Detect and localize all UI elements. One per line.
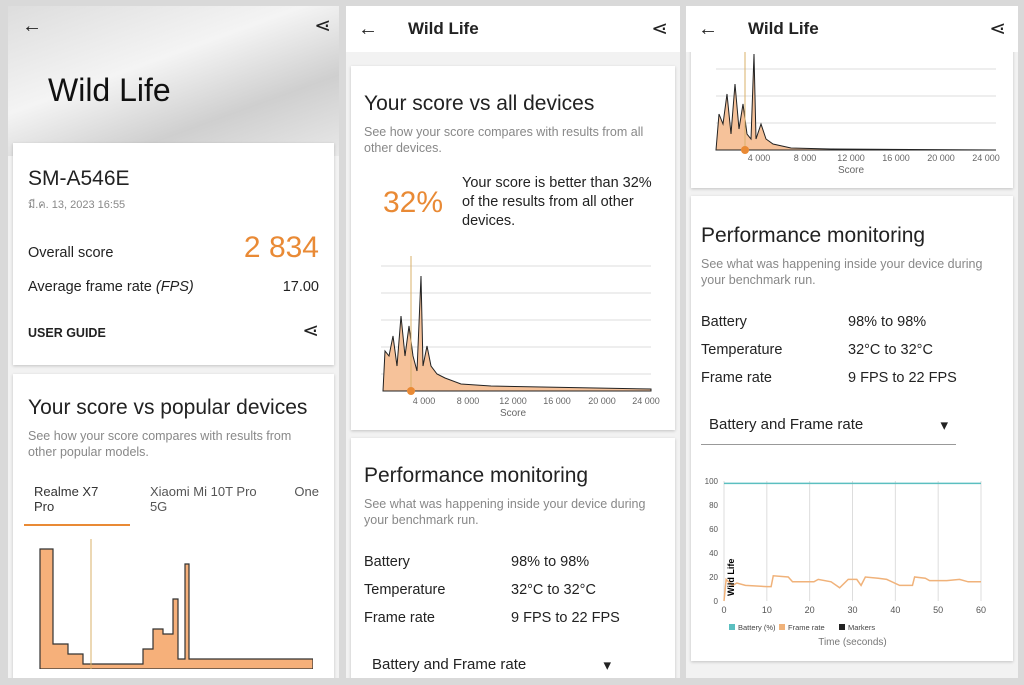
fps-value: 17.00 xyxy=(282,279,319,295)
x-tick: 24 000 xyxy=(972,153,1000,163)
section-title: Performance monitoring xyxy=(701,224,926,247)
x-tick: 24 000 xyxy=(632,396,660,406)
legend-item: Battery (%) xyxy=(738,623,776,632)
x-axis-label: Score xyxy=(500,408,527,416)
y-tick: 80 xyxy=(709,501,718,510)
arrow-left-icon[interactable]: ← xyxy=(358,18,378,40)
top-bar: ← Wild Life ⋖ xyxy=(686,6,1018,52)
legend-item: Frame rate xyxy=(788,623,825,632)
phone-screen-performance: ← Wild Life ⋖ 4 000 8 000 12 000 16 000 20 000… xyxy=(686,6,1018,678)
frame-rate-row: Frame rate 9 FPS to 22 FPS xyxy=(364,610,620,626)
arrow-left-icon[interactable]: ← xyxy=(22,15,42,37)
section-subtitle: See how your score compares with results… xyxy=(28,429,292,459)
x-tick: 20 000 xyxy=(927,153,955,163)
x-tick: 60 xyxy=(976,605,986,615)
percentile-value: 32% xyxy=(382,185,444,219)
result-card: SM-A546E มี.ค. 13, 2023 16:55 Overall sc… xyxy=(13,143,334,365)
share-icon[interactable]: ⋖ xyxy=(989,18,1006,40)
section-subtitle: See what was happening inside your devic… xyxy=(701,257,983,287)
share-icon[interactable]: ⋖ xyxy=(314,15,331,37)
dropdown-arrow-icon: ▾ xyxy=(603,657,611,674)
tab-device-2[interactable]: Xiaomi Mi 10T Pro 5G xyxy=(149,484,257,514)
popular-devices-card: Your score vs popular devices See how yo… xyxy=(13,374,334,678)
phone-screen-all-devices: ← Wild Life ⋖ Your score vs all devices Se… xyxy=(346,6,680,678)
x-tick: 12 000 xyxy=(837,153,865,163)
fps-label: Average frame rate (FPS) xyxy=(28,279,194,295)
x-tick: 10 xyxy=(762,605,772,615)
x-tick: 30 xyxy=(847,605,857,615)
performance-card: Performance monitoring See what was happ… xyxy=(691,196,1013,661)
page-title: Wild Life xyxy=(48,72,171,108)
y-tick: 60 xyxy=(709,525,718,534)
y-tick: 20 xyxy=(709,573,718,582)
section-title: Your score vs all devices xyxy=(364,92,595,115)
x-tick: 4 000 xyxy=(413,396,436,406)
page-title: Wild Life xyxy=(748,19,819,38)
x-tick: 8 000 xyxy=(794,153,817,163)
performance-card: Performance monitoring See what was happ… xyxy=(351,438,675,678)
section-title: Your score vs popular devices xyxy=(28,396,308,419)
page-title: Wild Life xyxy=(408,19,479,38)
hero-image: ← ⋖ Wild Life xyxy=(8,6,339,156)
all-devices-card: Your score vs all devices See how your s… xyxy=(351,66,675,430)
share-icon[interactable]: ⋖ xyxy=(302,320,319,342)
legend-swatch xyxy=(839,624,845,630)
y-tick: 0 xyxy=(714,597,719,606)
histogram-area xyxy=(715,53,997,151)
x-tick: 50 xyxy=(933,605,943,615)
x-tick: 20 000 xyxy=(588,396,616,406)
legend-swatch xyxy=(779,624,785,630)
battery-row: Battery 98% to 98% xyxy=(701,314,927,330)
x-tick: 12 000 xyxy=(499,396,527,406)
histogram-area xyxy=(382,275,652,392)
temperature-row: Temperature 32°C to 32°C xyxy=(701,342,933,358)
dropdown-arrow-icon: ▾ xyxy=(940,417,948,434)
histogram-bars xyxy=(39,548,313,669)
phone-screen-result: ← ⋖ Wild Life SM-A546E มี.ค. 13, 2023 16… xyxy=(8,6,339,678)
x-tick: 40 xyxy=(890,605,900,615)
top-bar: ← Wild Life ⋖ xyxy=(346,6,680,52)
your-score-marker xyxy=(407,387,415,395)
y-tick: 40 xyxy=(709,549,718,558)
popular-histogram xyxy=(39,539,313,669)
marker-label: Wild Life xyxy=(726,559,736,596)
section-subtitle: See what was happening inside your devic… xyxy=(364,497,646,527)
section-title: Performance monitoring xyxy=(364,464,589,487)
legend-item: Markers xyxy=(848,623,875,632)
result-date: มี.ค. 13, 2023 16:55 xyxy=(28,199,126,211)
legend-swatch xyxy=(729,624,735,630)
tab-device-3[interactable]: One xyxy=(294,484,319,499)
user-guide-link[interactable]: USER GUIDE xyxy=(28,326,106,340)
frame-rate-row: Frame rate 9 FPS to 22 FPS xyxy=(701,370,957,386)
temperature-row: Temperature 32°C to 32°C xyxy=(364,582,596,598)
x-tick: 4 000 xyxy=(748,153,771,163)
all-devices-card-partial: 4 000 8 000 12 000 16 000 20 000 24 000 Score xyxy=(691,44,1013,188)
percentile-text: Your score is better than 32% of the res… xyxy=(462,175,652,229)
frame-rate-line xyxy=(723,574,981,602)
x-axis-label: Time (seconds) xyxy=(818,637,887,648)
chart-dropdown[interactable]: Battery and Frame rate ▾ xyxy=(372,656,611,674)
your-score-marker xyxy=(741,146,749,154)
arrow-left-icon[interactable]: ← xyxy=(698,18,718,40)
section-subtitle: See how your score compares with results… xyxy=(364,125,644,155)
x-axis-label: Score xyxy=(838,165,865,176)
x-tick: 8 000 xyxy=(457,396,480,406)
share-icon[interactable]: ⋖ xyxy=(651,18,668,40)
y-tick: 100 xyxy=(705,477,719,486)
battery-row: Battery 98% to 98% xyxy=(364,554,590,570)
chart-dropdown[interactable]: Battery and Frame rate ▾ xyxy=(701,406,956,445)
x-tick: 20 xyxy=(805,605,815,615)
device-name: SM-A546E xyxy=(28,167,130,190)
overall-score-value: 2 834 xyxy=(243,231,319,264)
x-tick: 16 000 xyxy=(882,153,910,163)
all-devices-histogram: 4 000 8 000 12 000 16 000 20 000 24 000 Score xyxy=(381,256,660,416)
overall-score-label: Overall score xyxy=(28,245,114,261)
tab-device-1[interactable]: Realme X7 Pro xyxy=(24,484,130,526)
all-devices-histogram: 4 000 8 000 12 000 16 000 20 000 24 000 Score xyxy=(715,44,1000,176)
x-tick: 0 xyxy=(721,605,726,615)
x-tick: 16 000 xyxy=(543,396,571,406)
